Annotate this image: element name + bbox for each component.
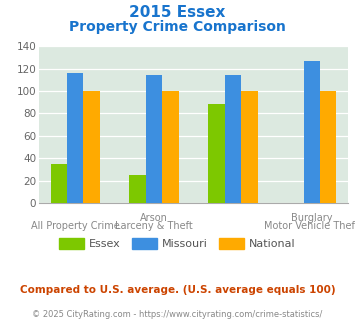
Bar: [50, 164, 67, 203]
Bar: [162, 91, 179, 203]
Bar: [320, 91, 337, 203]
Text: © 2025 CityRating.com - https://www.cityrating.com/crime-statistics/: © 2025 CityRating.com - https://www.city…: [32, 310, 323, 318]
Text: All Property Crime: All Property Crime: [31, 221, 120, 231]
Text: 2015 Essex: 2015 Essex: [129, 5, 226, 20]
Bar: [225, 75, 241, 203]
Legend: Essex, Missouri, National: Essex, Missouri, National: [55, 234, 300, 253]
Text: Motor Vehicle Theft: Motor Vehicle Theft: [264, 221, 355, 231]
Bar: [67, 73, 83, 203]
Text: Arson: Arson: [140, 213, 168, 223]
Text: Larceny & Theft: Larceny & Theft: [115, 221, 193, 231]
Text: Property Crime Comparison: Property Crime Comparison: [69, 20, 286, 34]
Bar: [130, 175, 146, 203]
Bar: [304, 61, 320, 203]
Text: Burglary: Burglary: [291, 213, 333, 223]
Bar: [208, 104, 225, 203]
Bar: [83, 91, 100, 203]
Text: Compared to U.S. average. (U.S. average equals 100): Compared to U.S. average. (U.S. average …: [20, 285, 335, 295]
Bar: [241, 91, 257, 203]
Bar: [146, 75, 162, 203]
